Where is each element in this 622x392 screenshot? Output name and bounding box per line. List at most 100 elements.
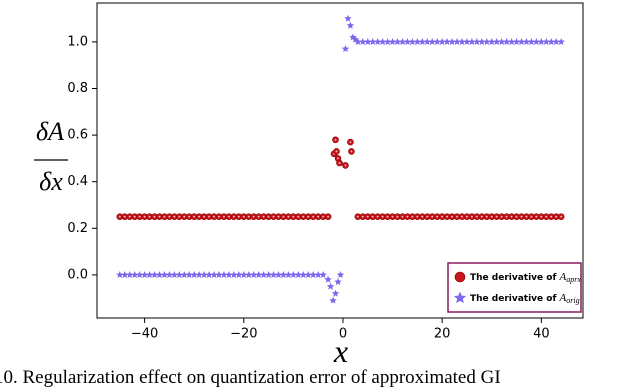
point-center <box>198 215 201 218</box>
point-center <box>252 215 255 218</box>
star-point <box>245 271 253 279</box>
star-point <box>433 38 441 46</box>
point-center <box>361 215 364 218</box>
legend-label: The derivative of Aorig <box>470 292 580 305</box>
legend-label: The derivative of Aaprx <box>470 271 581 284</box>
point-center <box>426 215 429 218</box>
point-center <box>431 215 434 218</box>
point-center <box>163 215 166 218</box>
star-point <box>240 271 248 279</box>
point-center <box>247 215 250 218</box>
point-center <box>471 215 473 218</box>
x-tick-label: 20 <box>434 327 451 342</box>
point-center <box>366 215 369 218</box>
point-center <box>530 215 533 218</box>
star-point <box>373 38 382 46</box>
legend-symbol: A <box>559 292 567 304</box>
point-center <box>272 215 275 218</box>
x-label: x <box>333 333 348 369</box>
star-point <box>289 271 298 279</box>
point-center <box>322 215 325 218</box>
point-center <box>153 215 156 218</box>
star-point <box>140 271 149 279</box>
star-point <box>443 38 451 46</box>
star-point <box>483 38 491 46</box>
star-point <box>378 38 387 46</box>
star-point <box>453 38 461 46</box>
point-center <box>371 215 374 218</box>
point-center <box>337 157 339 160</box>
point-center <box>183 215 186 218</box>
point-center <box>451 215 453 218</box>
point-center <box>178 215 181 218</box>
star-point <box>463 38 471 46</box>
x-tick-label: 0 <box>339 327 347 342</box>
point-center <box>302 215 305 218</box>
point-center <box>396 215 399 218</box>
star-point <box>165 271 174 279</box>
point-center <box>133 215 136 218</box>
point-center <box>118 215 121 218</box>
star-point <box>507 38 516 46</box>
point-center <box>277 215 280 218</box>
point-center <box>560 215 563 218</box>
star-point <box>512 38 521 46</box>
point-center <box>485 215 488 218</box>
star-point <box>438 38 446 46</box>
point-center <box>307 215 310 218</box>
legend-subscript: orig <box>566 296 579 305</box>
point-center <box>143 215 146 218</box>
x-tick-label: −20 <box>230 327 257 342</box>
point-center <box>148 215 151 218</box>
point-center <box>376 215 379 218</box>
star-point <box>488 38 496 46</box>
legend-marker <box>453 291 467 304</box>
y-tick-label: 0.0 <box>67 267 88 282</box>
caption: 10. Regularization effect on quantizatio… <box>0 367 501 388</box>
point-center <box>505 215 508 218</box>
star-point <box>393 38 402 46</box>
point-center <box>525 215 528 218</box>
star-point <box>468 38 476 46</box>
star-point <box>408 38 417 46</box>
point-center <box>436 215 439 218</box>
star-point <box>418 38 427 46</box>
star-point <box>215 271 223 279</box>
point-center <box>257 215 260 218</box>
star-point <box>225 271 233 279</box>
star-point <box>383 38 392 46</box>
point-center <box>515 215 518 218</box>
star-point <box>200 271 208 279</box>
star-point <box>552 38 560 46</box>
star-point <box>235 271 243 279</box>
y-tick-label: 0.4 <box>67 174 88 189</box>
star-point <box>364 38 372 46</box>
point-center <box>173 215 176 218</box>
point-center <box>500 215 503 218</box>
point-center <box>480 215 483 218</box>
plot-frame <box>96 2 584 319</box>
point-center <box>555 215 558 218</box>
star-point <box>284 271 293 279</box>
point-center <box>327 215 329 218</box>
star-point <box>170 271 179 279</box>
legend-box <box>447 262 582 313</box>
star-point <box>116 271 124 279</box>
legend-marker <box>454 271 466 283</box>
star-point <box>121 271 129 279</box>
star-point <box>493 38 501 46</box>
point-center <box>391 215 394 218</box>
point-center <box>416 215 419 218</box>
point-center <box>456 215 458 218</box>
point-center <box>461 215 463 218</box>
x-tick-label: −40 <box>131 327 158 342</box>
star-point <box>135 271 144 279</box>
star-point <box>185 271 193 279</box>
star-point <box>542 38 551 46</box>
point-center <box>510 215 513 218</box>
point-center <box>267 215 270 218</box>
star-point <box>369 38 377 46</box>
point-center <box>381 215 384 218</box>
star-point <box>398 38 407 46</box>
